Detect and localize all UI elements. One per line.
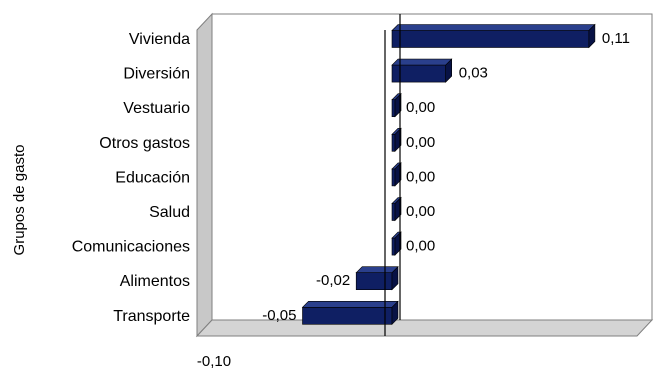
category-label-7: Comunicaciones bbox=[72, 239, 190, 256]
bar-top-face bbox=[355, 266, 399, 274]
bars-group bbox=[301, 23, 596, 326]
bar-front bbox=[391, 134, 396, 152]
data-label-4: 0,00 bbox=[406, 134, 435, 151]
data-label-7: 0,00 bbox=[406, 238, 435, 255]
bar-9 bbox=[301, 300, 399, 326]
bar-front bbox=[302, 306, 393, 325]
data-labels-group: 0,11 0,03 0,00 0,00 0,00 0,00 0,00 -0,02 -0,05 bbox=[262, 30, 630, 324]
category-label-5: Educación bbox=[115, 169, 190, 186]
data-label-2: 0,03 bbox=[459, 65, 488, 82]
category-label-3: Vestuario bbox=[123, 100, 190, 117]
bar-front bbox=[355, 272, 393, 291]
bar-2 bbox=[391, 58, 453, 83]
category-labels-group: Vivienda Diversión Vestuario Otros gastos Ed… bbox=[72, 31, 190, 325]
bar-side-face bbox=[391, 300, 399, 326]
data-label-3: 0,00 bbox=[406, 99, 435, 116]
bar-side-face bbox=[391, 265, 399, 291]
bar-front bbox=[391, 203, 396, 221]
bar-front bbox=[391, 99, 396, 117]
category-label-1: Vivienda bbox=[129, 31, 190, 48]
bar-top-face bbox=[301, 300, 399, 308]
category-label-4: Otros gastos bbox=[99, 135, 190, 152]
data-label-1: 0,11 bbox=[602, 30, 630, 47]
bar-top-face bbox=[391, 24, 596, 31]
x-tick-label: -0,10 bbox=[197, 353, 231, 370]
y-axis-title: Grupos de gasto bbox=[11, 145, 28, 256]
bar-front bbox=[391, 30, 590, 48]
data-label-9: -0,05 bbox=[262, 307, 296, 324]
category-label-9: Transporte bbox=[113, 308, 190, 325]
category-label-8: Alimentos bbox=[120, 273, 190, 290]
category-label-2: Diversión bbox=[123, 66, 190, 83]
data-label-5: 0,00 bbox=[406, 168, 435, 185]
category-label-6: Salud bbox=[149, 204, 190, 221]
bar-side-face bbox=[588, 23, 596, 49]
bar-front bbox=[391, 168, 396, 187]
bar-top-face bbox=[391, 58, 453, 66]
bar-side-face bbox=[445, 58, 453, 83]
bar-1 bbox=[391, 23, 596, 49]
bar-8 bbox=[355, 265, 399, 291]
bar-front bbox=[391, 237, 396, 256]
data-label-6: 0,00 bbox=[406, 203, 435, 220]
data-label-8: -0,02 bbox=[316, 272, 350, 289]
plot-side-wall bbox=[196, 12, 213, 338]
